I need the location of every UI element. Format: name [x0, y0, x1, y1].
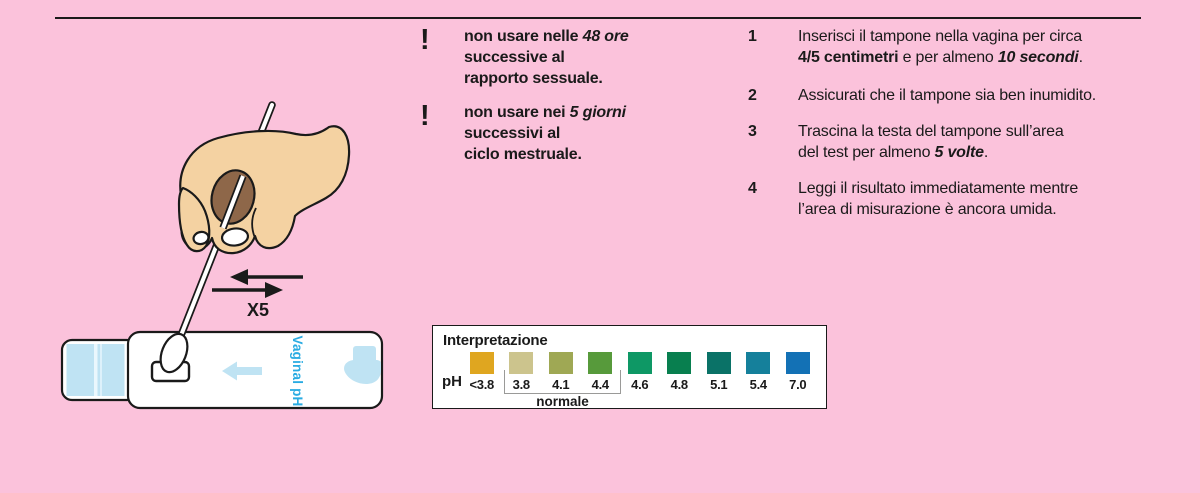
step-number: 3 — [748, 123, 757, 140]
device-label: Vaginal pH — [290, 335, 305, 406]
step-item: 3 Trascina la testa del tampone sull’are… — [748, 121, 1148, 163]
step-number: 4 — [748, 180, 757, 197]
step-item: 4 Leggi il risultato immediatamente ment… — [748, 178, 1148, 220]
thumb-nail — [192, 230, 210, 246]
ph-value-label: 3.8 — [512, 377, 530, 392]
ph-scale-step: 5.4 — [739, 352, 779, 392]
x5-label: X5 — [247, 300, 269, 320]
swab-stick-midsegment — [219, 174, 247, 230]
repeat-arrows — [212, 269, 303, 298]
color-swatch — [548, 352, 573, 374]
hand — [177, 125, 351, 255]
arrow-right-head — [265, 282, 283, 298]
panel-title: Interpretazione — [443, 332, 548, 349]
step-item: 2 Assicurati che il tampone sia ben inum… — [748, 85, 1148, 106]
color-swatch — [667, 352, 692, 374]
warning-exclamation-icon: ! — [420, 100, 430, 132]
swab-tip — [159, 332, 189, 374]
warnings-section: ! non usare nelle 48 ore successive al r… — [420, 26, 670, 178]
ph-value-label: 5.1 — [710, 377, 728, 392]
normal-range-bracket — [504, 370, 621, 394]
color-swatch — [746, 352, 771, 374]
device-arrow-icon — [222, 361, 262, 381]
step-item: 1 Inserisci il tampone nella vagina per … — [748, 26, 1148, 68]
label-stripe — [100, 344, 102, 396]
warning-item: ! non usare nei 5 giorni successivi al c… — [420, 102, 670, 165]
ph-scale-step: 7.0 — [778, 352, 818, 392]
ph-value-label: 4.8 — [670, 377, 688, 392]
top-divider-rule — [55, 17, 1141, 19]
ph-scale-step: 4.4 — [581, 352, 621, 392]
ph-value-label: 4.4 — [591, 377, 609, 392]
device-hand-icon — [344, 346, 381, 384]
ph-scale-step: 5.1 — [699, 352, 739, 392]
color-swatch — [469, 352, 494, 374]
warning-text: non usare nei 5 giorni successivi al cic… — [464, 104, 626, 163]
hand-swab-illustration: Vaginal pH X5 — [60, 101, 384, 410]
color-swatch — [785, 352, 810, 374]
ph-scale-step: 4.1 — [541, 352, 581, 392]
step-number: 2 — [748, 87, 757, 104]
arrow-left-head — [230, 269, 248, 285]
finger-crease — [251, 207, 257, 239]
color-swatch — [627, 352, 652, 374]
ph-axis-label: pH — [442, 373, 462, 390]
warning-text: non usare nelle 48 ore successive al rap… — [464, 28, 629, 87]
ph-scale-step: 4.8 — [660, 352, 700, 392]
ph-value-label: 5.4 — [749, 377, 767, 392]
step-number: 1 — [748, 28, 757, 45]
warning-item: ! non usare nelle 48 ore successive al r… — [420, 26, 670, 89]
label-stripe — [94, 344, 98, 396]
ph-value-label: 4.1 — [552, 377, 570, 392]
interpretation-panel: Interpretazione pH <3.8 3.8 4.1 4.4 4.6 … — [432, 325, 827, 409]
test-cassette: Vaginal pH — [60, 330, 384, 410]
instructions-list: 1 Inserisci il tampone nella vagina per … — [748, 26, 1148, 235]
ph-scale-step: <3.8 — [462, 352, 502, 392]
color-swatch — [509, 352, 534, 374]
ph-value-label: 7.0 — [789, 377, 807, 392]
step-text: Leggi il risultato immediatamente mentre… — [798, 180, 1079, 218]
step-text: Inserisci il tampone nella vagina per ci… — [798, 28, 1083, 66]
warning-exclamation-icon: ! — [420, 24, 430, 56]
color-swatch — [706, 352, 731, 374]
ph-value-label: 4.6 — [631, 377, 649, 392]
normal-range-label: normale — [536, 394, 589, 409]
color-swatch — [588, 352, 613, 374]
ph-value-label: <3.8 — [469, 377, 495, 392]
ph-color-scale: <3.8 3.8 4.1 4.4 4.6 4.8 5.1 5.4 — [462, 352, 818, 392]
step-text: Trascina la testa del tampone sull’area … — [798, 123, 1064, 161]
step-text: Assicurati che il tampone sia ben inumid… — [798, 87, 1097, 104]
ph-scale-step: 4.6 — [620, 352, 660, 392]
finger-nail — [220, 227, 250, 247]
ph-scale-step: 3.8 — [502, 352, 542, 392]
